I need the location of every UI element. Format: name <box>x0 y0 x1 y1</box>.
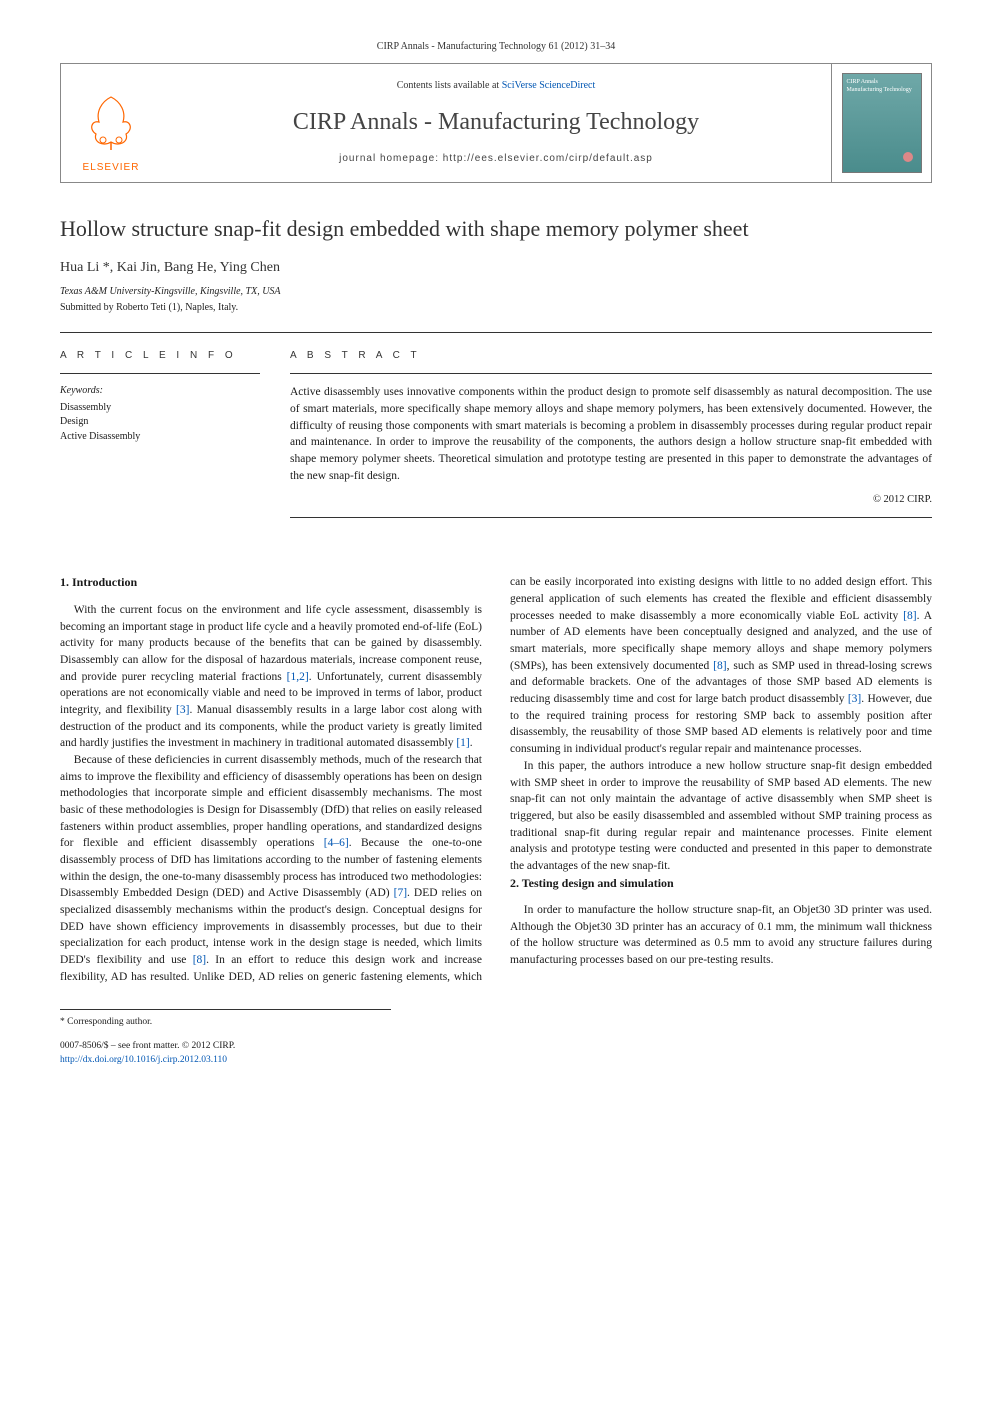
publisher-logo-block: ELSEVIER <box>61 64 161 182</box>
homepage-url: http://ees.elsevier.com/cirp/default.asp <box>443 153 653 164</box>
sciencedirect-link[interactable]: SciVerse ScienceDirect <box>502 80 596 91</box>
running-head: CIRP Annals - Manufacturing Technology 6… <box>60 40 932 55</box>
article-info-label: A R T I C L E I N F O <box>60 349 260 364</box>
keywords-heading: Keywords: <box>60 384 260 399</box>
rule-under-info-label <box>60 373 260 374</box>
citation-ref[interactable]: [3] <box>176 704 189 716</box>
section-2-heading: 2. Testing design and simulation <box>510 875 932 892</box>
footnote-rule: * Corresponding author. <box>60 1009 391 1030</box>
abstract-label: A B S T R A C T <box>290 349 932 364</box>
citation-ref[interactable]: [3] <box>848 693 861 705</box>
citation-ref[interactable]: [1,2] <box>287 671 309 683</box>
cover-label-1: CIRP Annals <box>847 78 917 87</box>
citation-ref[interactable]: [4–6] <box>324 837 349 849</box>
section-1-para-3: In this paper, the authors introduce a n… <box>510 758 932 875</box>
rule-under-abstract <box>290 517 932 518</box>
citation-ref[interactable]: [8] <box>713 660 726 672</box>
abstract-column: A B S T R A C T Active disassembly uses … <box>290 349 932 529</box>
submitted-by-line: Submitted by Roberto Teti (1), Naples, I… <box>60 301 932 316</box>
citation-ref[interactable]: [8] <box>193 954 206 966</box>
doi-link[interactable]: http://dx.doi.org/10.1016/j.cirp.2012.03… <box>60 1055 227 1065</box>
elsevier-tree-icon <box>81 92 141 152</box>
contents-prefix: Contents lists available at <box>397 80 502 91</box>
article-info-column: A R T I C L E I N F O Keywords: Disassem… <box>60 349 260 529</box>
publisher-name: ELSEVIER <box>81 161 141 176</box>
abstract-text: Active disassembly uses innovative compo… <box>290 384 932 484</box>
cover-label-2: Manufacturing Technology <box>847 86 917 95</box>
cover-dot-icon <box>903 152 913 162</box>
journal-cover-thumb: CIRP Annals Manufacturing Technology <box>842 73 922 173</box>
citation-ref[interactable]: [8] <box>903 610 916 622</box>
contents-available-line: Contents lists available at SciVerse Sci… <box>397 79 596 94</box>
homepage-prefix: journal homepage: <box>339 153 443 164</box>
article-title: Hollow structure snap-fit design embedde… <box>60 213 932 245</box>
keyword-item: Design <box>60 415 260 430</box>
keyword-item: Disassembly <box>60 401 260 416</box>
journal-homepage-line: journal homepage: http://ees.elsevier.co… <box>339 152 653 167</box>
keyword-item: Active Disassembly <box>60 430 260 445</box>
corresponding-author-footnote: * Corresponding author. <box>60 1016 391 1030</box>
abstract-copyright: © 2012 CIRP. <box>290 492 932 507</box>
section-1-heading: 1. Introduction <box>60 574 482 591</box>
author-affiliation: Texas A&M University-Kingsville, Kingsvi… <box>60 285 932 300</box>
article-body: 1. Introduction With the current focus o… <box>60 574 932 985</box>
elsevier-logo: ELSEVIER <box>81 92 141 176</box>
journal-name: CIRP Annals - Manufacturing Technology <box>293 105 699 140</box>
section-2-para-1: In order to manufacture the hollow struc… <box>510 902 932 969</box>
journal-cover-block: CIRP Annals Manufacturing Technology <box>831 64 931 182</box>
info-abstract-row: A R T I C L E I N F O Keywords: Disassem… <box>60 349 932 529</box>
page-footer: 0007-8506/$ – see front matter. © 2012 C… <box>60 1040 932 1068</box>
section-1-para-1: With the current focus on the environmen… <box>60 602 482 752</box>
rule-above-info <box>60 332 932 333</box>
citation-ref[interactable]: [7] <box>394 887 407 899</box>
citation-ref[interactable]: [1] <box>456 737 469 749</box>
masthead-center: Contents lists available at SciVerse Sci… <box>161 64 831 182</box>
rule-under-abstract-label <box>290 373 932 374</box>
author-list: Hua Li *, Kai Jin, Bang He, Ying Chen <box>60 258 932 278</box>
journal-masthead: ELSEVIER Contents lists available at Sci… <box>60 63 932 183</box>
issn-copyright-line: 0007-8506/$ – see front matter. © 2012 C… <box>60 1040 932 1054</box>
